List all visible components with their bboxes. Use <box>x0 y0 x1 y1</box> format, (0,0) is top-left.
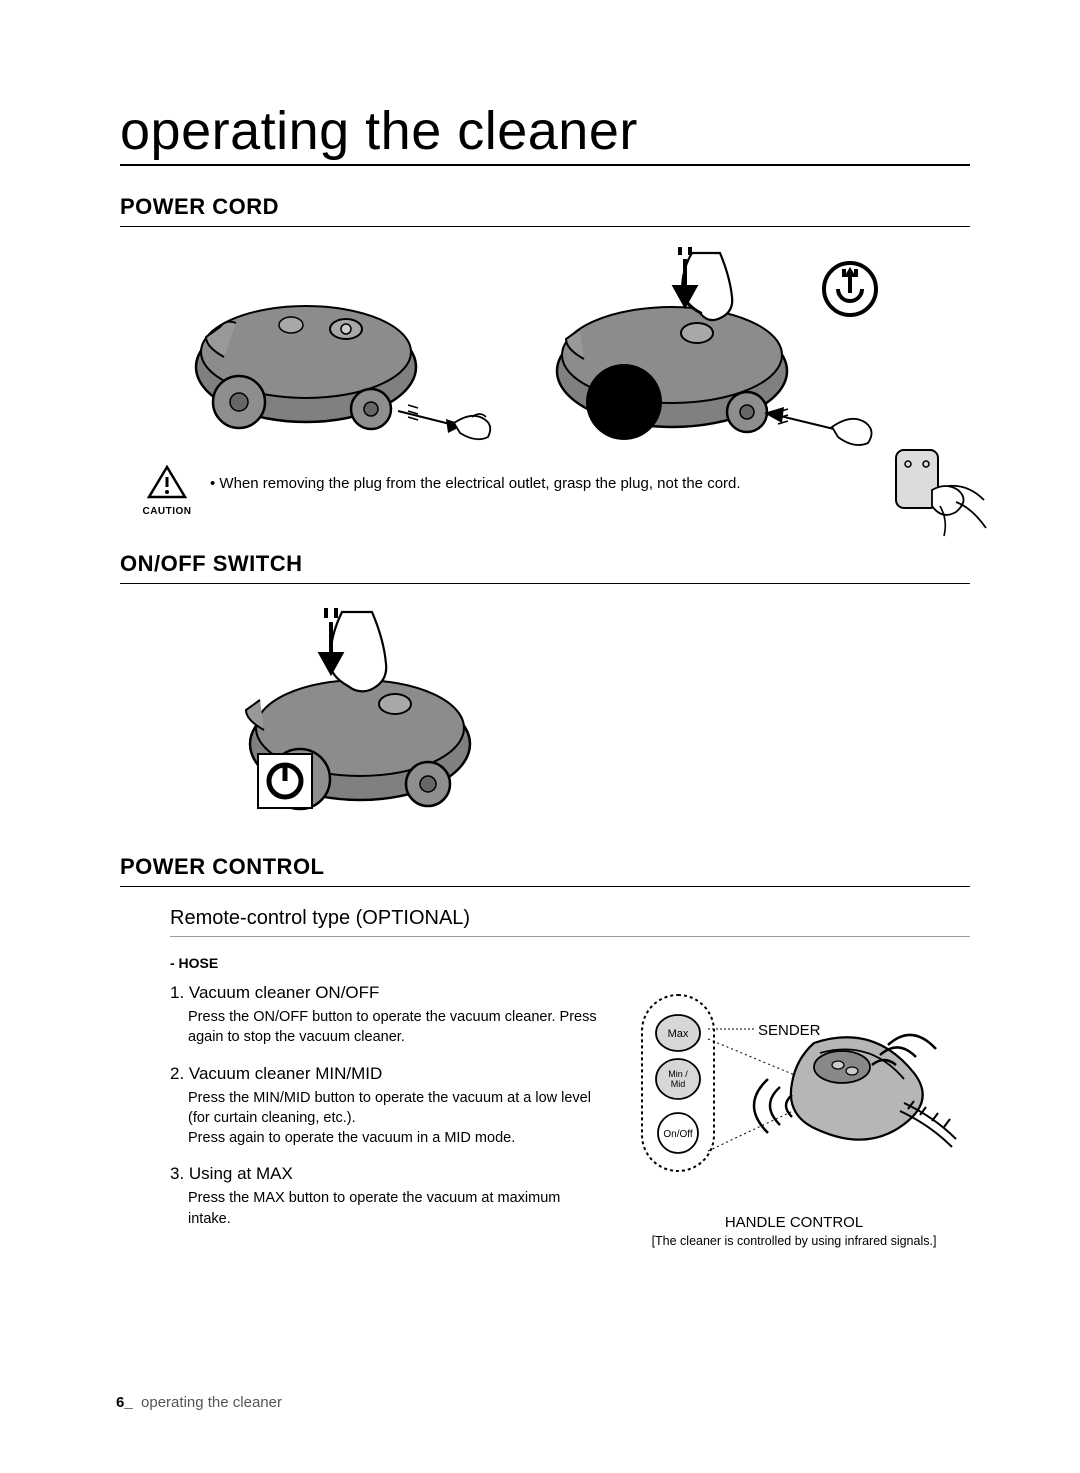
vacuum-cord-retract-illustration <box>532 247 892 447</box>
caution-row: CAUTION • When removing the plug from th… <box>138 465 970 517</box>
power-control-body: 1. Vacuum cleaner ON/OFF Press the ON/OF… <box>170 983 970 1250</box>
onoff-illustration <box>200 604 970 824</box>
caution-text: • When removing the plug from the electr… <box>210 473 741 494</box>
handle-control-label: HANDLE CONTROL <box>618 1214 970 1231</box>
footer-page-number: 6_ <box>116 1394 133 1411</box>
caution-text-content: When removing the plug from the electric… <box>219 475 740 492</box>
outlet-plug-illustration <box>890 444 1000 544</box>
page-footer: 6_ operating the cleaner <box>116 1394 282 1411</box>
heading-power-cord: POWER CORD <box>120 194 970 227</box>
svg-text:Mid: Mid <box>671 1079 686 1089</box>
subheading-remote: Remote-control type (OPTIONAL) <box>170 907 970 937</box>
svg-text:Min /: Min / <box>668 1069 688 1079</box>
heading-power-control: POWER CONTROL <box>120 854 970 887</box>
caution-icon-block: CAUTION <box>138 465 196 517</box>
step-item: 3. Using at MAX Press the MAX button to … <box>170 1164 600 1229</box>
step-title: 1. Vacuum cleaner ON/OFF <box>170 983 600 1003</box>
step-title: 2. Vacuum cleaner MIN/MID <box>170 1064 600 1084</box>
caution-icon <box>147 465 187 499</box>
page-title: operating the cleaner <box>120 100 970 166</box>
remote-btn-onoff: On/Off <box>663 1129 692 1140</box>
caution-label: CAUTION <box>138 506 196 517</box>
heading-onoff: ON/OFF SWITCH <box>120 551 970 584</box>
step-body: Press the MIN/MID button to operate the … <box>188 1088 600 1149</box>
manual-page: operating the cleaner POWER CORD <box>0 0 1080 1290</box>
step-item: 2. Vacuum cleaner MIN/MID Press the MIN/… <box>170 1064 600 1149</box>
handle-control-column: Max Min / Mid On/Off SENDER <box>618 983 970 1250</box>
step-body: Press the MAX button to operate the vacu… <box>188 1188 600 1229</box>
power-control-steps: 1. Vacuum cleaner ON/OFF Press the ON/OF… <box>170 983 600 1250</box>
vacuum-cord-extend-illustration <box>176 247 496 447</box>
step-body: Press the ON/OFF button to operate the v… <box>188 1007 600 1048</box>
step-title: 3. Using at MAX <box>170 1164 600 1184</box>
step-item: 1. Vacuum cleaner ON/OFF Press the ON/OF… <box>170 983 600 1048</box>
sender-label: SENDER <box>758 1022 821 1039</box>
footer-text: operating the cleaner <box>141 1394 282 1411</box>
power-cord-illustrations <box>176 247 970 447</box>
handle-remote-illustration: Max Min / Mid On/Off SENDER <box>624 983 964 1203</box>
hose-label: - HOSE <box>170 955 970 971</box>
remote-btn-max: Max <box>668 1028 689 1040</box>
handle-control-sub: [The cleaner is controlled by using infr… <box>618 1233 970 1250</box>
